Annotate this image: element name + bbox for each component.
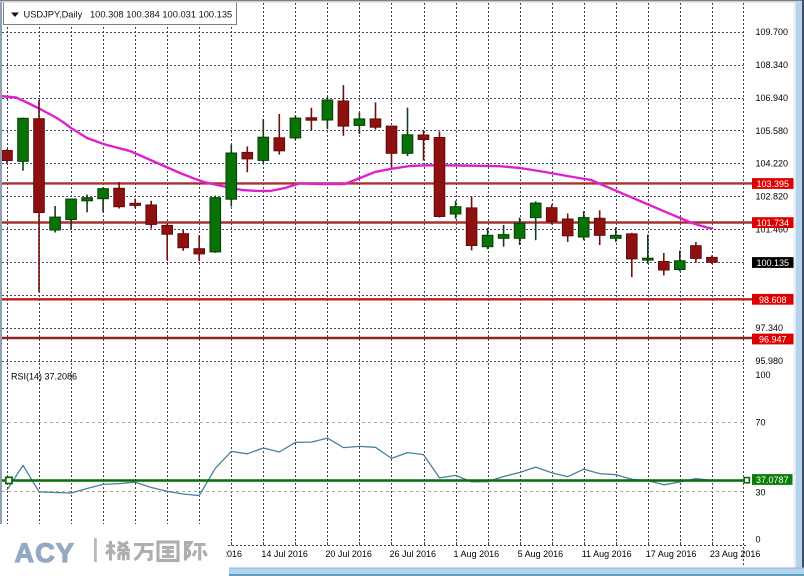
svg-text:17 Aug 2016: 17 Aug 2016 (646, 549, 697, 559)
svg-text:102.820: 102.820 (756, 192, 789, 202)
svg-text:100: 100 (756, 370, 771, 380)
svg-text:20 Jul 2016: 20 Jul 2016 (325, 549, 372, 559)
svg-text:97.340: 97.340 (756, 323, 784, 333)
svg-text:0: 0 (756, 534, 761, 544)
svg-text:11 Aug 2016: 11 Aug 2016 (582, 549, 632, 559)
svg-text:101.734: 101.734 (757, 218, 790, 228)
svg-text:109.700: 109.700 (756, 27, 789, 37)
svg-text:26 Jul 2016: 26 Jul 2016 (389, 549, 436, 559)
svg-text:108.340: 108.340 (756, 60, 789, 70)
svg-text:106.940: 106.940 (756, 93, 789, 103)
svg-text:100.135: 100.135 (757, 258, 790, 268)
svg-text:30: 30 (756, 487, 766, 497)
svg-text:1 Aug 2016: 1 Aug 2016 (454, 549, 500, 559)
svg-text:105.580: 105.580 (756, 126, 789, 136)
svg-text:98.608: 98.608 (759, 295, 787, 305)
svg-text:23 Aug 2016: 23 Aug 2016 (710, 549, 761, 559)
svg-text:RSI(14) 37.2086: RSI(14) 37.2086 (11, 372, 77, 382)
svg-text:95.980: 95.980 (756, 356, 784, 366)
svg-text:70: 70 (756, 418, 766, 428)
svg-text:100.308 100.384 100.031 100.13: 100.308 100.384 100.031 100.135 (90, 10, 232, 20)
svg-text:104.220: 104.220 (756, 159, 789, 169)
svg-text:5 Aug 2016: 5 Aug 2016 (518, 549, 564, 559)
svg-text:96.947: 96.947 (759, 335, 787, 345)
svg-text:103.395: 103.395 (757, 179, 790, 189)
svg-text:37.0787: 37.0787 (756, 475, 789, 485)
svg-text:14 Jul 2016: 14 Jul 2016 (261, 549, 308, 559)
svg-text:101.460: 101.460 (756, 225, 789, 235)
svg-text:USDJPY,Daily: USDJPY,Daily (24, 10, 83, 20)
svg-text:ACY: ACY (15, 538, 76, 568)
